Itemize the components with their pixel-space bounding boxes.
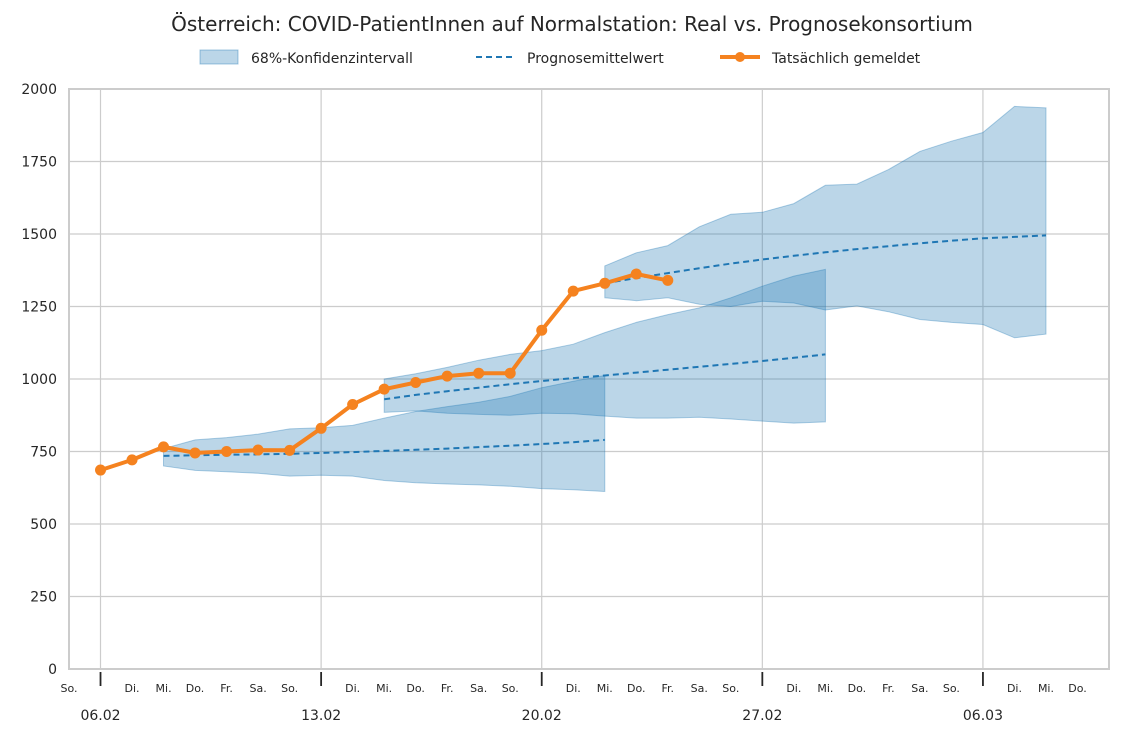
x-minor-tick-label: Mi.: [156, 682, 172, 695]
actual-point: [315, 422, 327, 434]
x-minor-tick-label: Fr.: [662, 682, 675, 695]
y-tick-label: 2000: [21, 82, 57, 98]
x-minor-tick-label: So.: [281, 682, 298, 695]
actual-point: [252, 444, 264, 456]
actual-series: [95, 268, 674, 476]
y-tick-label: 500: [30, 517, 57, 533]
y-tick-label: 1250: [21, 300, 57, 316]
y-tick-label: 250: [30, 590, 57, 606]
actual-point: [95, 464, 107, 476]
actual-point: [189, 447, 201, 459]
x-minor-tick-label: So.: [502, 682, 519, 695]
y-tick-label: 1500: [21, 227, 57, 243]
x-minor-tick-label: Di.: [786, 682, 801, 695]
x-minor-tick-label: Mi.: [817, 682, 833, 695]
axes: 0 250 500 750 1000 1250 1500 1750 2000 06.02 13.02…: [21, 82, 1110, 724]
actual-point: [126, 454, 138, 466]
x-minor-tick-label: Do.: [406, 682, 425, 695]
legend-entry-band: 68%-Konfidenzintervall: [199, 49, 413, 67]
actual-point: [662, 274, 674, 286]
plot-frame: [68, 88, 1110, 670]
actual-point: [536, 324, 548, 336]
x-minor-tick-label: So.: [722, 682, 739, 695]
legend-swatch-band: [199, 49, 239, 65]
x-minor-tick-label: Di.: [125, 682, 140, 695]
confidence-band-2: [383, 268, 826, 424]
confidence-band-3: [604, 105, 1047, 339]
x-minor-tick-label: Fr.: [441, 682, 454, 695]
x-minor-tick-label: Di.: [1007, 682, 1022, 695]
confidence-bands: [163, 105, 1047, 493]
x-minor-tick-label: So.: [60, 682, 77, 695]
x-minor-tick-label: Mi.: [1038, 682, 1054, 695]
x-minor-tick-label: Do.: [186, 682, 205, 695]
x-major-tick-label: 06.02: [80, 708, 120, 724]
actual-point: [473, 367, 485, 379]
x-minor-tick-label: Do.: [627, 682, 646, 695]
actual-point: [410, 376, 422, 388]
x-minor-tick-label: Mi.: [597, 682, 613, 695]
forecast-mean-line-1: [163, 438, 605, 457]
actual-point: [504, 367, 516, 379]
forecast-mean-line-3: [604, 234, 1047, 285]
x-major-tick-label: 06.03: [963, 708, 1003, 724]
x-minor-tick-label: Mi.: [376, 682, 392, 695]
x-minor-tick-label: Fr.: [220, 682, 233, 695]
x-major-tick-label: 27.02: [742, 708, 782, 724]
forecast-mean-line-2: [384, 353, 826, 401]
x-minor-tick-label: Fr.: [882, 682, 895, 695]
legend-entry-mean: Prognosemittelwert: [476, 51, 664, 67]
x-minor-tick-label: So.: [943, 682, 960, 695]
legend-entry-actual: Tatsächlich gemeldet: [720, 51, 921, 67]
x-minor-tick-label: Di.: [566, 682, 581, 695]
x-minor-tick-label: Sa.: [470, 682, 487, 695]
y-tick-label: 1000: [21, 372, 57, 388]
y-tick-label: 1750: [21, 155, 57, 171]
x-minor-tick-label: Sa.: [249, 682, 266, 695]
y-tick-label: 750: [30, 445, 57, 461]
y-tick-label: 0: [48, 662, 57, 678]
actual-point: [347, 399, 359, 411]
actual-point: [599, 277, 611, 289]
x-major-tick-label: 20.02: [522, 708, 562, 724]
actual-point: [284, 444, 296, 456]
actual-point: [378, 383, 390, 395]
forecast-means: [163, 234, 1047, 457]
actual-point: [441, 370, 453, 382]
x-minor-tick-label: Di.: [345, 682, 360, 695]
actual-point: [221, 446, 233, 457]
x-minor-tick-label: Sa.: [691, 682, 708, 695]
x-minor-tick-label: Sa.: [911, 682, 928, 695]
x-minor-tick-label: Do.: [1068, 682, 1087, 695]
legend-label-band: 68%-Konfidenzintervall: [251, 51, 413, 67]
actual-point: [158, 441, 170, 453]
legend: 68%-Konfidenzintervall Prognosemittelwer…: [199, 49, 921, 67]
legend-swatch-actual-marker: [735, 52, 745, 62]
chart-title: Österreich: COVID-PatientInnen auf Norma…: [171, 12, 973, 36]
legend-label-mean: Prognosemittelwert: [527, 51, 664, 67]
actual-point: [567, 285, 579, 297]
actual-point: [630, 268, 642, 280]
x-major-tick-label: 13.02: [301, 708, 341, 724]
x-minor-tick-label: Do.: [848, 682, 867, 695]
legend-label-actual: Tatsächlich gemeldet: [771, 51, 921, 67]
